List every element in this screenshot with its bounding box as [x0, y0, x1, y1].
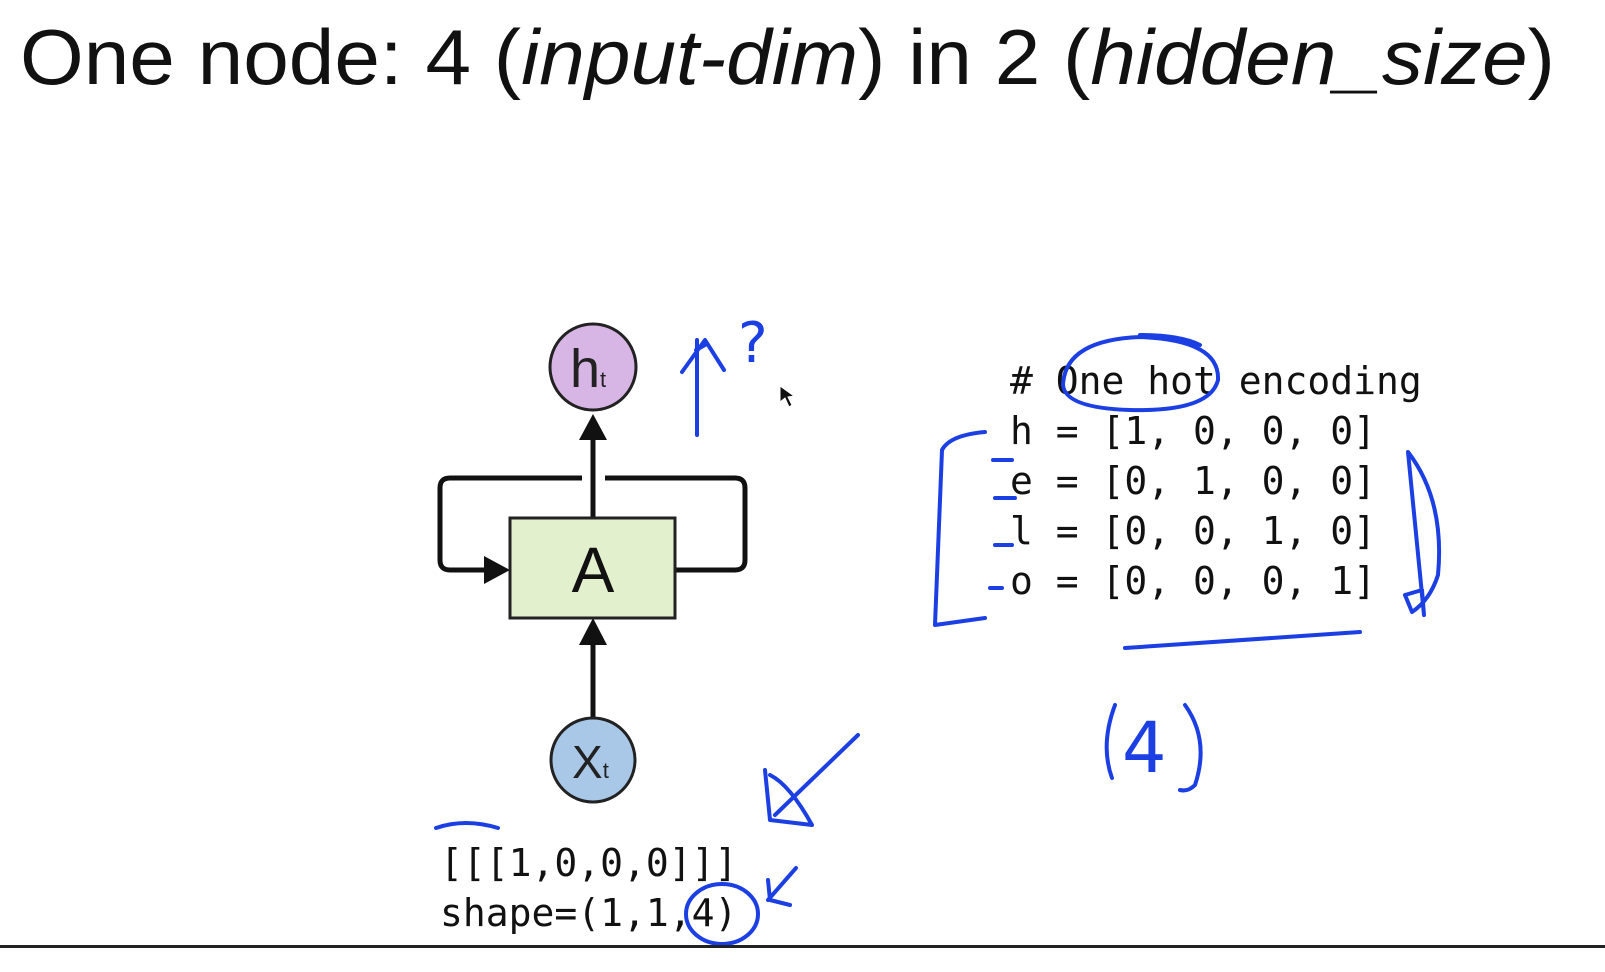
slide-title: One node: 4 (input-dim) in 2 (hidden_siz… [20, 13, 1555, 101]
ink-text: ? [738, 311, 768, 376]
bottom-border [0, 945, 1605, 948]
node-a [508, 516, 677, 620]
node-h [548, 322, 638, 412]
code-line: [[[1,0,0,0]]] [440, 841, 737, 885]
code-line: o = [0, 0, 0, 1] [1010, 559, 1376, 603]
ink-underline [1123, 630, 1362, 650]
node-label: A [572, 534, 615, 606]
code-line: h = [1, 0, 0, 0] [1010, 409, 1376, 453]
title-segment: ) in 2 ( [858, 13, 1090, 101]
title-segment: One node: 4 ( [20, 13, 521, 101]
arrowhead [484, 556, 510, 584]
title-segment: ) [1528, 13, 1555, 101]
ink-arrow [766, 866, 798, 907]
node-label: Xt [572, 736, 609, 788]
ink-parens [1104, 703, 1203, 793]
code-line: e = [0, 1, 0, 0] [1010, 459, 1376, 503]
ink-circle [684, 882, 760, 946]
ink-mark [434, 821, 500, 830]
handwriting: ? 4 [434, 311, 1442, 946]
code-block: [[[1,0,0,0]]]shape=(1,1,4) [440, 841, 737, 935]
arrowheads [484, 414, 607, 645]
node-label: ht [570, 339, 606, 399]
arrowhead [579, 618, 607, 645]
ink-text: 4 [1122, 707, 1167, 789]
mouse-cursor [779, 385, 796, 408]
ink-bracket [1403, 450, 1442, 617]
rnn-diagram [437, 438, 748, 718]
ink-circle [1061, 333, 1221, 413]
loop-left [437, 475, 582, 573]
ink-arrow [763, 733, 860, 827]
node-x [549, 716, 637, 804]
ink-bracket [933, 430, 1017, 627]
title-segment: hidden_size [1090, 13, 1527, 101]
code-line: l = [0, 0, 1, 0] [1010, 509, 1376, 553]
ink-arrow [680, 338, 726, 437]
loop-right [605, 475, 748, 573]
arrowhead [579, 414, 607, 440]
title-segment: input-dim [521, 13, 858, 101]
